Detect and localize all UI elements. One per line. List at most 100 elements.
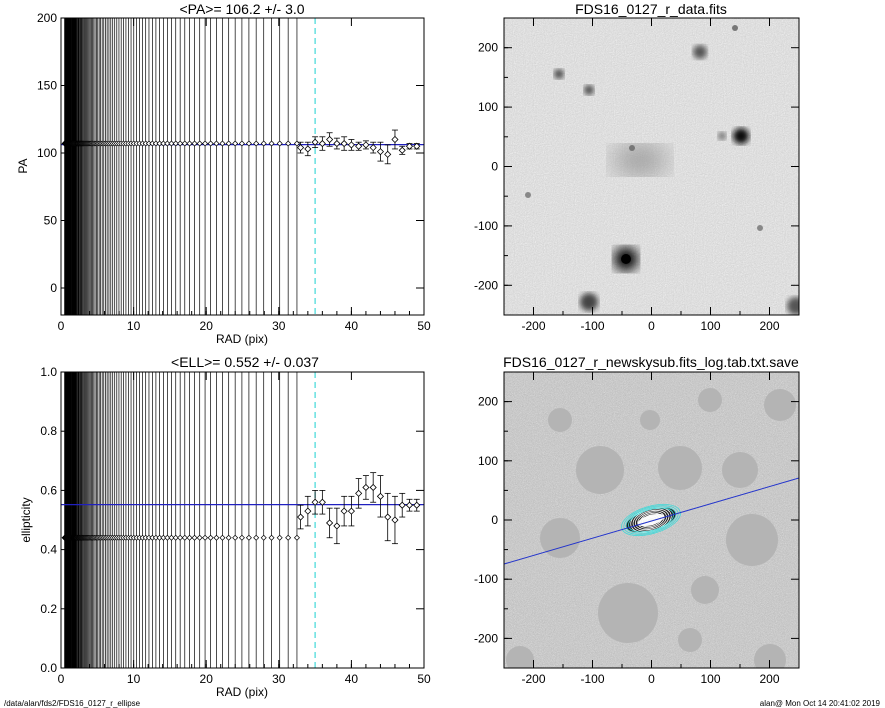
ell-data-points [61,472,421,545]
data-point [398,501,406,509]
data-point [191,140,198,147]
data-point [297,513,305,521]
x-tick-label: -200 [521,672,545,686]
x-tick-label: 30 [272,672,286,686]
data-point [207,140,214,147]
data-point [219,140,226,147]
y-tick-label: 100 [37,146,57,160]
data-point [376,148,385,156]
data-point [304,145,312,153]
x-tick-label: 0 [648,672,655,686]
y-tick-label: 100 [478,454,498,468]
y-tick-label: 200 [37,11,57,25]
data-point [196,534,203,541]
data-point [285,140,292,147]
pa-data-points [61,129,421,165]
data-point [253,534,260,541]
y-tick-label: 200 [478,41,498,55]
x-tick-label: 50 [417,319,431,333]
data-image [504,18,799,315]
data-point [268,140,275,147]
data-point [202,140,209,147]
data-point [238,140,245,147]
isophote-ellipse [623,505,679,535]
ell-axes: 0 10 20 30 40 50 0.0 0.2 0.4 0.6 0.8 1.0 [40,365,431,686]
x-tick-label: 200 [759,672,779,686]
data-point [340,507,348,515]
isophote-ellipse [646,517,656,523]
data-point [318,139,326,148]
y-tick-label: 150 [37,79,57,93]
star-6 [787,297,799,315]
data-point [398,146,406,154]
data-point [253,140,260,147]
ellipticity-plot: <ELL>= 0.552 +/- 0.037 0 10 20 30 40 50 0.0 0.2… [19,354,431,699]
isophote-ellipse [625,506,677,534]
y-tick-label: 200 [478,395,498,409]
pa-xlabel: RAD (pix) [216,332,268,346]
model-image-axes: -200 -100 0 100 200 -200 -100 0 100 200 [474,371,800,686]
isophote-ellipse [639,512,663,528]
footer-path: /data/alan/fds2/FDS16_0127_r_ellipse [4,699,141,708]
masked-regions [506,388,796,668]
y-tick-label: -200 [474,631,498,645]
isophote-ellipse [628,507,674,533]
data-point [347,141,355,149]
data-point [186,140,193,147]
data-point [413,501,421,509]
y-tick-label: 0.4 [40,543,57,557]
star-2 [580,293,598,311]
y-tick-label: 0 [491,513,498,527]
star-3 [693,45,707,59]
data-point [333,139,341,148]
x-tick-label: 100 [700,319,720,333]
data-image-axes: -200 -100 0 100 200 -200 -100 0 100 200 [474,17,800,333]
isophote-ellipse [637,511,665,529]
y-tick-label: -200 [474,278,498,292]
data-point [311,138,319,146]
fitted-ellipses [621,504,681,536]
data-point [202,534,209,541]
data-point [293,534,300,541]
data-point [297,144,305,152]
data-point [355,142,363,150]
ell-xlabel: RAD (pix) [216,685,268,699]
y-tick-label: -100 [474,572,498,586]
y-tick-label: 0.2 [40,602,57,616]
x-tick-label: 20 [200,672,214,686]
data-point [318,498,326,506]
data-point [276,534,283,541]
major-axis-line [504,477,799,565]
isophote-ellipse [635,509,667,531]
data-point [260,534,267,541]
data-point [391,135,399,144]
isophote-ellipse [642,514,660,526]
data-point [225,140,232,147]
data-point [260,140,267,147]
y-tick-label: 0.8 [40,424,57,438]
data-point [181,140,188,147]
ell-plot-title: <ELL>= 0.552 +/- 0.037 [171,354,319,370]
pa-profile-lines [61,18,424,315]
model-image-panel: FDS16_0127_r_newskysub.fits_log.tab.txt.… [474,354,800,686]
data-point [391,516,399,524]
data-point [186,534,193,541]
data-point [355,489,363,497]
ell-ylabel: ellipticity [19,497,33,542]
model-image-title: FDS16_0127_r_newskysub.fits_log.tab.txt.… [503,354,799,370]
x-tick-label: 0 [648,319,655,333]
x-tick-label: 40 [345,319,359,333]
pa-plot-frame [60,17,425,316]
data-point [384,513,392,521]
data-point [347,507,355,515]
data-point [207,534,214,541]
x-tick-label: -200 [521,319,545,333]
x-tick-label: 50 [417,672,431,686]
y-tick-label: 50 [44,214,58,228]
data-point [245,534,252,541]
data-point [326,519,334,527]
data-point [405,501,414,509]
target-galaxy [612,146,668,174]
data-point [376,492,385,500]
model-image [504,372,799,668]
